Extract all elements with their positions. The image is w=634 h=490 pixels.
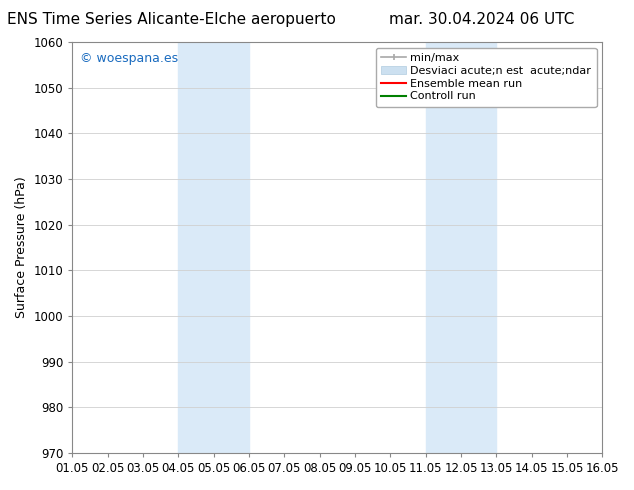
Y-axis label: Surface Pressure (hPa): Surface Pressure (hPa) [15, 176, 28, 318]
Text: © woespana.es: © woespana.es [81, 52, 178, 65]
Bar [425, 42, 496, 453]
Text: ENS Time Series Alicante-Elche aeropuerto: ENS Time Series Alicante-Elche aeropuert… [7, 12, 335, 27]
Text: mar. 30.04.2024 06 UTC: mar. 30.04.2024 06 UTC [389, 12, 574, 27]
Legend: min/max, Desviaci acute;n est  acute;ndar, Ensemble mean run, Controll run: min/max, Desviaci acute;n est acute;ndar… [376, 48, 597, 107]
Bar [178, 42, 249, 453]
